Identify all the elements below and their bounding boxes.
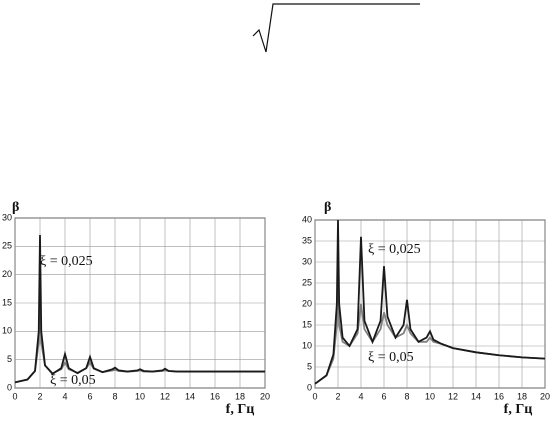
y-tick-label: 15	[302, 319, 312, 329]
series-line	[14, 234, 265, 384]
x-tick-label: 2	[335, 391, 340, 401]
y-tick-label: 10	[2, 326, 12, 336]
x-tick-label: 10	[135, 391, 145, 401]
y-axis-label: β	[12, 200, 19, 215]
y-tick-label: 0	[7, 382, 12, 392]
x-tick-label: 14	[185, 391, 195, 401]
y-tick-label: 5	[307, 361, 312, 371]
x-tick-label: 8	[404, 391, 409, 401]
x-tick-label: 10	[425, 391, 435, 401]
y-tick-label: 5	[7, 354, 12, 364]
y-tick-label: 20	[302, 298, 312, 308]
y-tick-label: 25	[2, 241, 12, 251]
annotation: ξ = 0,05	[50, 373, 96, 388]
x-tick-label: 0	[312, 391, 317, 401]
x-tick-label: 8	[112, 391, 117, 401]
x-tick-label: 16	[210, 391, 220, 401]
x-tick-label: 16	[494, 391, 504, 401]
y-tick-label: 40	[302, 214, 312, 224]
y-tick-label: 25	[302, 277, 312, 287]
y-tick-label: 15	[2, 297, 12, 307]
x-tick-label: 20	[540, 391, 550, 401]
annotation: ξ = 0,05	[368, 350, 414, 365]
y-axis-label: β	[324, 200, 331, 215]
y-tick-label: 30	[2, 212, 12, 222]
x-tick-label: 12	[448, 391, 458, 401]
x-axis-label: f, Гц	[504, 402, 533, 417]
x-tick-label: 4	[62, 391, 67, 401]
annotation: ξ = 0,025	[368, 242, 421, 257]
y-tick-label: 10	[302, 340, 312, 350]
y-tick-label: 30	[302, 256, 312, 266]
x-tick-label: 0	[12, 391, 17, 401]
y-tick-label: 35	[302, 235, 312, 245]
x-tick-label: 4	[358, 391, 363, 401]
sqrt-sign	[252, 3, 420, 53]
x-tick-label: 18	[517, 391, 527, 401]
x-tick-label: 18	[235, 391, 245, 401]
annotation: ξ = 0,025	[40, 254, 93, 269]
x-tick-label: 20	[260, 391, 270, 401]
y-tick-label: 0	[307, 382, 312, 392]
series-line	[314, 219, 546, 385]
x-tick-label: 14	[471, 391, 481, 401]
x-tick-label: 2	[37, 391, 42, 401]
x-axis-label: f, Гц	[226, 402, 255, 417]
x-tick-label: 6	[87, 391, 92, 401]
x-tick-label: 12	[160, 391, 170, 401]
y-tick-label: 20	[2, 269, 12, 279]
x-tick-label: 6	[381, 391, 386, 401]
